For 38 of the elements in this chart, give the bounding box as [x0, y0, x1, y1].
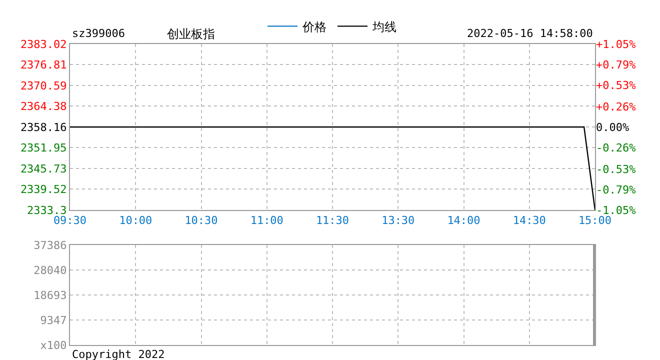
legend-label: 均线 [372, 20, 396, 34]
y2-tick-label: +0.26% [596, 100, 636, 114]
x-tick-label: 13:30 [382, 214, 415, 228]
y-tick-label: 2370.59 [20, 79, 67, 92]
y-tick-label: 2339.52 [20, 183, 67, 196]
y-tick-label: 9347 [40, 314, 67, 327]
y2-tick-label: -0.79% [596, 183, 636, 196]
y-tick-label: 2351.95 [20, 142, 67, 155]
y-tick-label: 37386 [34, 238, 67, 252]
y2-tick-label: -1.05% [596, 204, 636, 217]
x-tick-label: 11:30 [316, 214, 350, 228]
y2-tick-label: +1.05% [596, 38, 636, 51]
y-tick-label: 2383.02 [20, 38, 67, 51]
y2-tick-label: -0.26% [596, 141, 636, 154]
y-tick-label: 2358.16 [20, 120, 67, 134]
y2-tick-label: +0.53% [596, 78, 636, 92]
y-tick-label: x100 [40, 338, 67, 352]
chart-subtitle: 创业板指 [167, 27, 215, 41]
y-tick-label: 28040 [34, 264, 67, 277]
y-tick-label: 18693 [34, 288, 67, 302]
x-tick-label: 15:00 [578, 214, 612, 228]
x-tick-label: 14:00 [447, 214, 480, 228]
x-tick-label: 14:30 [512, 214, 546, 228]
y2-tick-label: -0.53% [596, 162, 636, 176]
legend-label: 价格 [302, 20, 326, 34]
y2-tick-label: 0.00% [596, 120, 630, 134]
y-tick-label: 2376.81 [20, 58, 67, 72]
y2-tick-label: +0.79% [596, 58, 636, 72]
text: Copyright 2022 [72, 348, 165, 360]
y-tick-label: 2345.73 [20, 162, 67, 176]
x-tick-label: 11:00 [250, 214, 284, 228]
y-tick-label: 2364.38 [20, 100, 67, 114]
x-tick-label: 10:00 [119, 214, 152, 228]
y-tick-label: 2333.3 [27, 204, 67, 217]
x-tick-label: 09:30 [53, 214, 87, 228]
x-tick-label: 10:30 [184, 214, 218, 228]
chart-title: sz399006 [72, 27, 125, 40]
text: 2022-05-16 14:58:00 [467, 27, 593, 40]
